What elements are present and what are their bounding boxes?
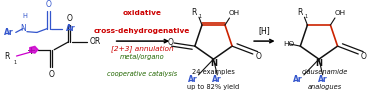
Text: metal/organo: metal/organo bbox=[119, 54, 164, 60]
Text: O: O bbox=[48, 70, 54, 79]
Text: N: N bbox=[20, 24, 26, 33]
Text: 24 examples: 24 examples bbox=[192, 69, 235, 75]
Text: 1: 1 bbox=[199, 14, 202, 19]
Text: Ar: Ar bbox=[188, 75, 198, 84]
Text: Ar: Ar bbox=[66, 24, 76, 33]
Text: cooperative catalysis: cooperative catalysis bbox=[107, 71, 177, 77]
Text: H: H bbox=[22, 13, 27, 19]
Text: N: N bbox=[315, 59, 322, 68]
Text: Ar: Ar bbox=[5, 28, 14, 37]
Text: 1: 1 bbox=[14, 60, 17, 65]
Text: 1: 1 bbox=[304, 14, 307, 19]
Text: O: O bbox=[361, 52, 367, 61]
Text: [H]: [H] bbox=[259, 26, 270, 35]
Text: O: O bbox=[167, 38, 173, 47]
Text: N: N bbox=[210, 59, 217, 68]
Text: OH: OH bbox=[229, 10, 240, 16]
Text: Ar: Ar bbox=[293, 75, 303, 84]
Text: R: R bbox=[297, 8, 302, 17]
Text: cross-dehydrogenative: cross-dehydrogenative bbox=[94, 28, 190, 34]
Text: [2+3] annulation: [2+3] annulation bbox=[111, 46, 173, 52]
Text: O: O bbox=[66, 14, 72, 23]
Text: analogues: analogues bbox=[307, 84, 342, 90]
Text: OR: OR bbox=[89, 37, 101, 46]
Text: R: R bbox=[192, 8, 197, 17]
Text: Ar: Ar bbox=[212, 75, 222, 84]
Text: clausenamide: clausenamide bbox=[301, 69, 348, 75]
Text: R: R bbox=[5, 52, 10, 61]
Text: +: + bbox=[27, 46, 36, 56]
Text: O: O bbox=[46, 0, 51, 9]
Text: up to 82% yield: up to 82% yield bbox=[187, 84, 240, 90]
Text: OH: OH bbox=[334, 10, 345, 16]
Text: O: O bbox=[256, 52, 262, 61]
Text: Ar: Ar bbox=[318, 75, 327, 84]
Text: HO: HO bbox=[284, 41, 295, 47]
Text: oxidative: oxidative bbox=[122, 10, 161, 16]
Polygon shape bbox=[30, 46, 38, 53]
